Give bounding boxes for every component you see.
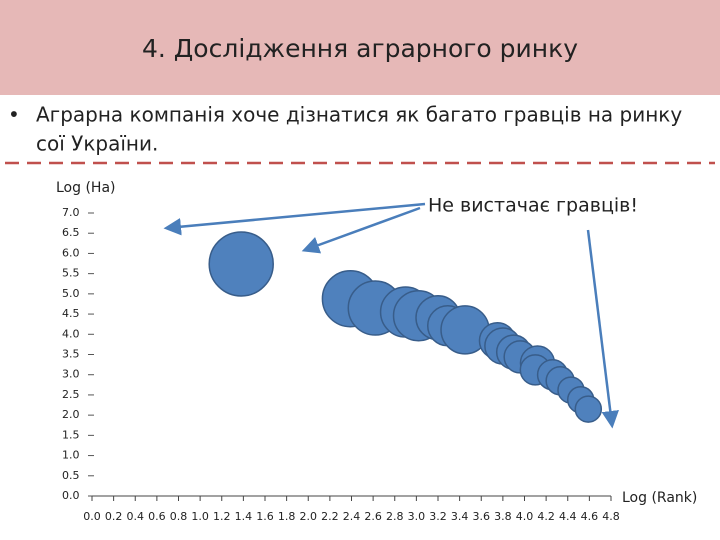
x-tick-label: 2.0 [300, 510, 318, 523]
y-tick-label: 1.5 [62, 428, 80, 441]
x-axis-title: Log (Rank) [622, 490, 697, 506]
x-tick-label: 1.2 [213, 510, 231, 523]
x-tick-label: 0.6 [148, 510, 166, 523]
y-tick-label: 1.0 [62, 449, 80, 462]
arrow [301, 206, 421, 254]
y-tick-label: 4.5 [62, 307, 80, 320]
x-tick-label: 1.0 [191, 510, 209, 523]
bullet-text: сої України. [36, 132, 158, 156]
y-tick-label: 0.5 [62, 469, 80, 482]
y-tick-label: 5.0 [62, 287, 80, 300]
x-tick-label: 4.2 [537, 510, 555, 523]
y-tick-label: 2.0 [62, 408, 80, 421]
x-tick-label: 3.0 [408, 510, 426, 523]
x-tick-label: 4.8 [602, 510, 620, 523]
x-tick-label: 4.4 [559, 510, 577, 523]
x-tick-label: 4.0 [516, 510, 534, 523]
x-tick-label: 0.4 [127, 510, 145, 523]
bullet-text: Аграрна компанія хоче дізнатися як багат… [36, 103, 682, 127]
y-tick-label: 2.5 [62, 388, 80, 401]
x-tick-label: 0.2 [105, 510, 123, 523]
x-tick-label: 0.0 [83, 510, 101, 523]
x-tick-label: 2.6 [364, 510, 382, 523]
x-tick-label: 2.4 [343, 510, 361, 523]
header-band [0, 0, 720, 95]
y-axis-title: Log (Ha) [56, 180, 116, 196]
slide-title: 4. Дослідження аграрного ринку [142, 34, 578, 63]
x-tick-label: 3.4 [451, 510, 469, 523]
y-tick-label: 3.0 [62, 368, 80, 381]
arrow [586, 229, 619, 429]
y-tick-label: 4.0 [62, 327, 80, 340]
x-tick-label: 3.6 [473, 510, 491, 523]
bubble [208, 231, 274, 297]
x-tick-label: 2.8 [386, 510, 404, 523]
x-tick-label: 2.2 [321, 510, 339, 523]
y-tick-label: 0.0 [62, 489, 80, 502]
x-tick-label: 3.8 [494, 510, 512, 523]
annotation: Не вистачає гравців! [428, 195, 638, 217]
x-tick-label: 1.6 [256, 510, 274, 523]
y-tick-label: 3.5 [62, 348, 80, 361]
bubble [574, 395, 603, 423]
arrow [163, 202, 426, 236]
x-tick-label: 3.2 [429, 510, 447, 523]
y-tick-label: 7.0 [62, 206, 80, 219]
y-tick-label: 6.0 [62, 246, 80, 259]
x-tick-label: 1.8 [278, 510, 296, 523]
bullet-mark: • [8, 103, 20, 127]
x-tick-label: 0.8 [170, 510, 188, 523]
x-tick-label: 1.4 [235, 510, 253, 523]
y-tick-label: 6.5 [62, 226, 80, 239]
x-tick-label: 4.6 [581, 510, 599, 523]
y-tick-label: 5.5 [62, 267, 80, 280]
